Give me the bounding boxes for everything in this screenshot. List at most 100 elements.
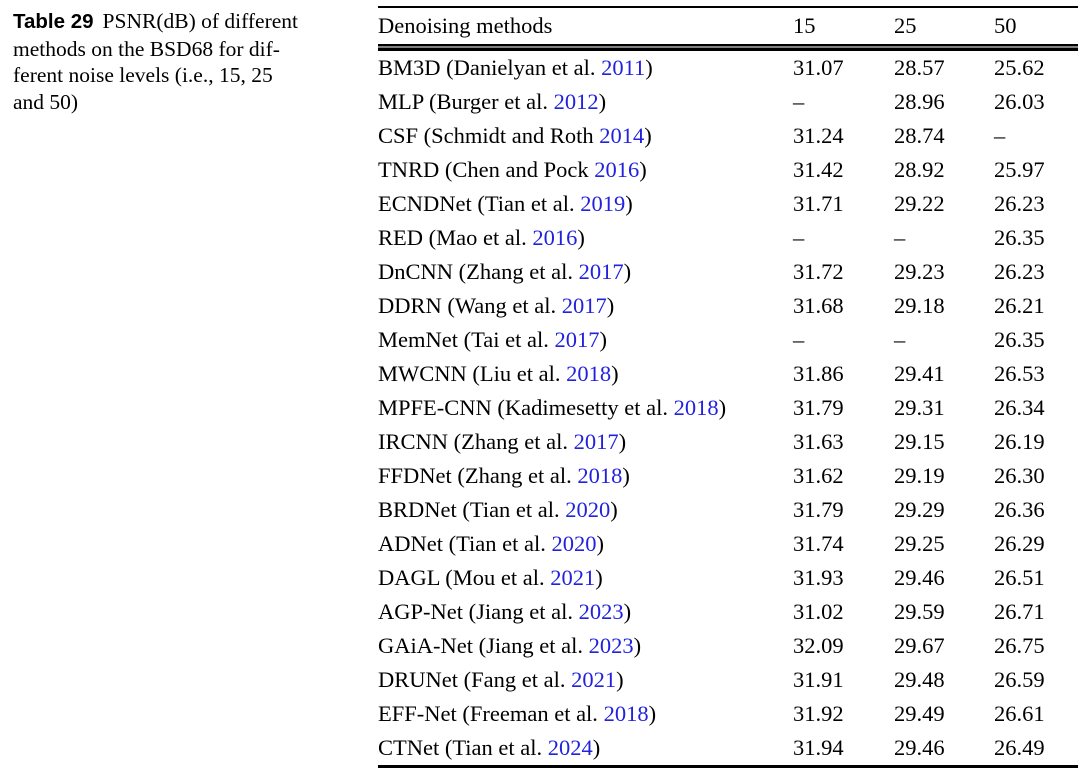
method-close-paren: )	[622, 463, 630, 488]
method-name: DRUNet (Fang et al.	[378, 667, 572, 692]
citation-year-link[interactable]: 2011	[601, 55, 646, 80]
citation-year-link[interactable]: 2014	[599, 123, 645, 148]
table-row: BM3D (Danielyan et al. 2011) 31.07 28.57…	[378, 51, 1078, 85]
citation-year-link[interactable]: 2018	[603, 701, 649, 726]
table-row: EFF-Net (Freeman et al. 2018) 31.92 29.4…	[378, 697, 1078, 731]
method-close-paren: )	[598, 89, 607, 114]
citation-year-link[interactable]: 2017	[573, 429, 619, 454]
psnr-25-cell: 28.74	[894, 123, 945, 148]
citation-year-link[interactable]: 2024	[547, 735, 593, 760]
psnr-15-cell: 31.79	[793, 497, 844, 522]
method-cell: DDRN (Wang et al. 2017)	[378, 293, 793, 319]
psnr-15-cell: 31.71	[793, 191, 844, 216]
citation-year-link[interactable]: 2017	[561, 293, 607, 318]
psnr-25-cell: 29.29	[894, 497, 945, 522]
psnr-50-cell: 26.36	[994, 497, 1045, 522]
citation-year-link[interactable]: 2023	[588, 633, 634, 658]
method-name: CTNet (Tian et al.	[378, 735, 548, 760]
citation-year-link[interactable]: 2016	[594, 157, 640, 182]
method-close-paren: )	[577, 225, 585, 250]
psnr-15-cell: 31.63	[793, 429, 844, 454]
citation-year-link[interactable]: 2019	[580, 191, 626, 216]
citation-year-link[interactable]: 2021	[550, 565, 596, 590]
caption-label: Table 29	[13, 10, 94, 33]
psnr-15-cell: 31.74	[793, 531, 844, 556]
psnr-25-cell: –	[894, 327, 906, 352]
method-cell: TNRD (Chen and Pock 2016)	[378, 157, 793, 183]
method-name: DAGL (Mou et al.	[378, 565, 551, 590]
psnr-25-cell: 29.23	[894, 259, 945, 284]
method-cell: BRDNet (Tian et al. 2020)	[378, 497, 793, 523]
psnr-25-cell: 29.67	[894, 633, 945, 658]
psnr-50-cell: 26.71	[994, 599, 1045, 624]
citation-year-link[interactable]: 2021	[571, 667, 617, 692]
method-name: TNRD (Chen and Pock	[378, 157, 595, 182]
header-noise-15: 15	[793, 13, 816, 38]
psnr-15-cell: 31.68	[793, 293, 844, 318]
citation-year-link[interactable]: 2017	[578, 259, 624, 284]
method-close-paren: )	[644, 123, 652, 148]
citation-year-link[interactable]: 2020	[551, 531, 597, 556]
psnr-table: Denoising methods 15 25 50 BM3D (Daniely…	[378, 6, 1078, 768]
method-cell: MemNet (Tai et al. 2017)	[378, 327, 793, 353]
method-name: FFDNet (Zhang et al.	[378, 463, 578, 488]
citation-year-link[interactable]: 2020	[565, 497, 611, 522]
psnr-50-cell: 26.23	[994, 259, 1045, 284]
psnr-15-cell: 31.93	[793, 565, 844, 590]
psnr-50-cell: 26.51	[994, 565, 1045, 590]
method-close-paren: )	[645, 55, 653, 80]
table-row: MWCNN (Liu et al. 2018) 31.86 29.41 26.5…	[378, 357, 1078, 391]
method-name: ECNDNet (Tian et al.	[378, 191, 581, 216]
method-close-paren: )	[633, 633, 642, 658]
method-cell: EFF-Net (Freeman et al. 2018)	[378, 701, 793, 727]
method-name: IRCNN (Zhang et al.	[378, 429, 574, 454]
citation-year-link[interactable]: 2016	[532, 225, 578, 250]
psnr-50-cell: 26.49	[994, 735, 1045, 760]
table-row: MPFE-CNN (Kadimesetty et al. 2018) 31.79…	[378, 391, 1078, 425]
psnr-25-cell: 29.15	[894, 429, 945, 454]
method-cell: ECNDNet (Tian et al. 2019)	[378, 191, 793, 217]
psnr-50-cell: 26.35	[994, 327, 1045, 352]
method-close-paren: )	[595, 565, 603, 590]
method-cell: RED (Mao et al. 2016)	[378, 225, 793, 251]
citation-year-link[interactable]: 2018	[566, 361, 612, 386]
psnr-50-cell: 26.35	[994, 225, 1045, 250]
caption-text-1: PSNR(dB) of different	[102, 9, 299, 33]
psnr-15-cell: 31.24	[793, 123, 844, 148]
table-row: DnCNN (Zhang et al. 2017) 31.72 29.23 26…	[378, 255, 1078, 289]
method-name: BRDNet (Tian et al.	[378, 497, 566, 522]
citation-year-link[interactable]: 2017	[554, 327, 600, 352]
method-name: CSF (Schmidt and Roth	[378, 123, 600, 148]
method-cell: MLP (Burger et al. 2012)	[378, 89, 793, 115]
psnr-50-cell: 26.34	[994, 395, 1045, 420]
citation-year-link[interactable]: 2012	[553, 89, 599, 114]
table-row: RED (Mao et al. 2016) – – 26.35	[378, 221, 1078, 255]
psnr-50-cell: 26.29	[994, 531, 1045, 556]
psnr-50-cell: 26.59	[994, 667, 1045, 692]
method-cell: MPFE-CNN (Kadimesetty et al. 2018)	[378, 395, 793, 421]
psnr-15-cell: 31.86	[793, 361, 844, 386]
method-close-paren: )	[625, 191, 633, 216]
psnr-15-cell: 31.79	[793, 395, 844, 420]
psnr-50-cell: 26.03	[994, 89, 1045, 114]
method-name: MPFE-CNN (Kadimesetty et al.	[378, 395, 674, 420]
psnr-25-cell: 29.46	[894, 735, 945, 760]
psnr-50-cell: –	[994, 123, 1006, 148]
citation-year-link[interactable]: 2023	[578, 599, 624, 624]
method-name: GAiA-Net (Jiang et al.	[378, 633, 589, 658]
header-noise-50: 50	[994, 13, 1017, 38]
psnr-25-cell: 29.41	[894, 361, 945, 386]
table-row: ADNet (Tian et al. 2020) 31.74 29.25 26.…	[378, 527, 1078, 561]
psnr-15-cell: 31.91	[793, 667, 844, 692]
psnr-15-cell: –	[793, 327, 805, 352]
table-header-rule	[378, 44, 1078, 51]
method-cell: GAiA-Net (Jiang et al. 2023)	[378, 633, 793, 659]
psnr-15-cell: –	[793, 225, 805, 250]
caption-line-4: and 50)	[13, 89, 79, 114]
psnr-25-cell: 29.49	[894, 701, 945, 726]
citation-year-link[interactable]: 2018	[673, 395, 719, 420]
psnr-15-cell: –	[793, 89, 805, 114]
psnr-50-cell: 26.61	[994, 701, 1045, 726]
citation-year-link[interactable]: 2018	[577, 463, 623, 488]
psnr-25-cell: 28.96	[894, 89, 945, 114]
